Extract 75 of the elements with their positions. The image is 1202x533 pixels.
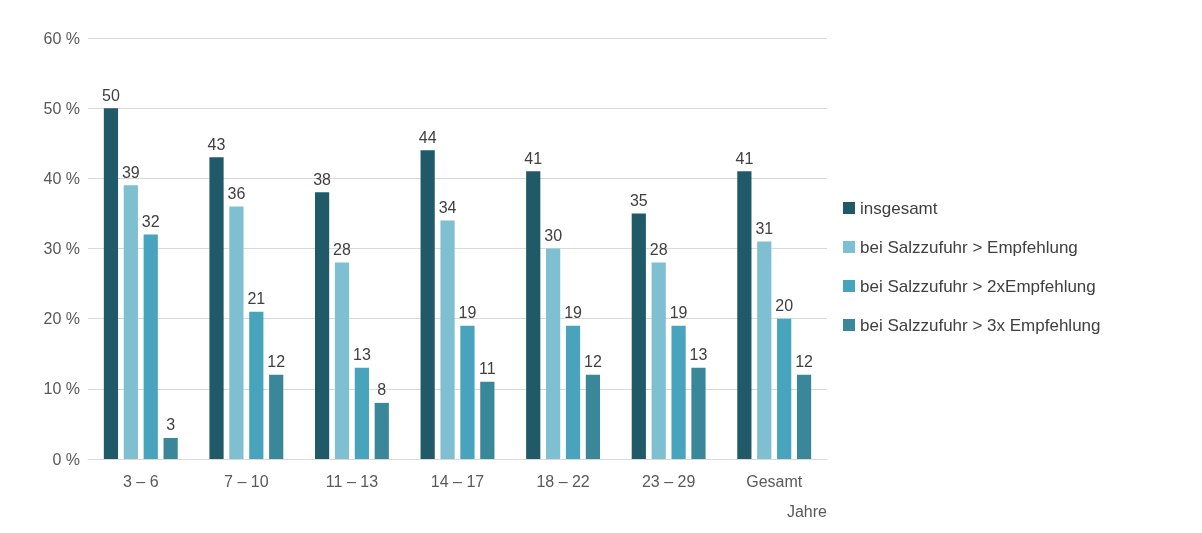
data-label: 3 [166, 416, 176, 434]
bar [374, 402, 389, 459]
data-label: 50 [102, 86, 120, 104]
bar [314, 192, 330, 459]
x-tick-label: 23 – 29 [641, 472, 696, 490]
y-tick-label: 60 % [43, 29, 80, 47]
y-tick-label: 10 % [43, 380, 80, 398]
bar [526, 171, 541, 459]
x-tick-label: Gesamt [746, 472, 803, 490]
data-label: 19 [458, 304, 477, 322]
data-label: 13 [352, 346, 371, 364]
data-label: 41 [735, 149, 754, 167]
bar [420, 150, 435, 459]
bar [777, 318, 792, 459]
bar [209, 157, 224, 459]
bar [163, 437, 178, 459]
bar [651, 262, 666, 459]
data-label: 13 [689, 346, 708, 364]
data-label: 19 [564, 304, 583, 322]
x-tick-label: 14 – 17 [430, 472, 485, 490]
y-tick-label: 40 % [43, 169, 80, 187]
data-label: 43 [207, 135, 226, 153]
bar [671, 325, 686, 459]
bar [334, 262, 350, 459]
data-label: 19 [669, 304, 688, 322]
x-tick-label: 18 – 22 [536, 472, 590, 490]
data-label: 20 [775, 297, 794, 315]
bar [565, 325, 581, 459]
data-label: 36 [227, 184, 246, 202]
data-label: 30 [544, 227, 563, 244]
bar [354, 367, 369, 459]
data-label: 28 [649, 241, 668, 259]
bar [631, 213, 646, 459]
bar [440, 220, 455, 459]
data-label: 31 [755, 219, 774, 237]
bar [546, 248, 561, 459]
legend-label: bei Salzzufuhr > 3x Empfehlung [860, 315, 1101, 335]
bar [691, 367, 706, 459]
data-label: 38 [313, 170, 332, 188]
bar [103, 108, 119, 459]
y-tick-label: 20 % [43, 310, 80, 328]
data-label: 12 [267, 353, 286, 371]
data-label: 11 [479, 360, 496, 378]
data-label: 35 [629, 191, 648, 209]
data-label: 8 [377, 381, 387, 399]
bar [229, 206, 244, 459]
bar [249, 311, 264, 459]
bar [460, 325, 475, 459]
data-label: 12 [584, 353, 602, 371]
data-label: 39 [121, 163, 140, 181]
data-label: 41 [524, 149, 543, 167]
bar [585, 374, 601, 459]
y-tick-label: 50 % [43, 99, 80, 117]
bar [757, 241, 772, 459]
bar [123, 185, 138, 459]
bar [796, 374, 812, 459]
bar [269, 374, 284, 459]
data-label: 44 [418, 128, 437, 146]
x-axis-title: Jahre [786, 502, 828, 520]
data-label: 34 [438, 198, 457, 216]
bar [480, 381, 495, 459]
bar [737, 171, 752, 459]
legend-label: insgesamt [860, 198, 938, 218]
bar [143, 234, 158, 459]
y-tick-label: 30 % [43, 240, 80, 257]
x-tick-label: 7 – 10 [224, 472, 269, 490]
data-label: 32 [141, 212, 160, 230]
data-label: 12 [795, 353, 814, 371]
y-tick-label: 0 % [52, 450, 80, 468]
x-tick-label: 11 – 13 [325, 472, 379, 490]
x-tick-label: 3 – 6 [122, 472, 159, 490]
legend-label: bei Salzzufuhr > Empfehlung [860, 237, 1078, 257]
data-label: 28 [333, 241, 351, 259]
legend-label: bei Salzzufuhr > 2xEmpfehlung [860, 276, 1096, 296]
data-label: 21 [247, 290, 266, 308]
